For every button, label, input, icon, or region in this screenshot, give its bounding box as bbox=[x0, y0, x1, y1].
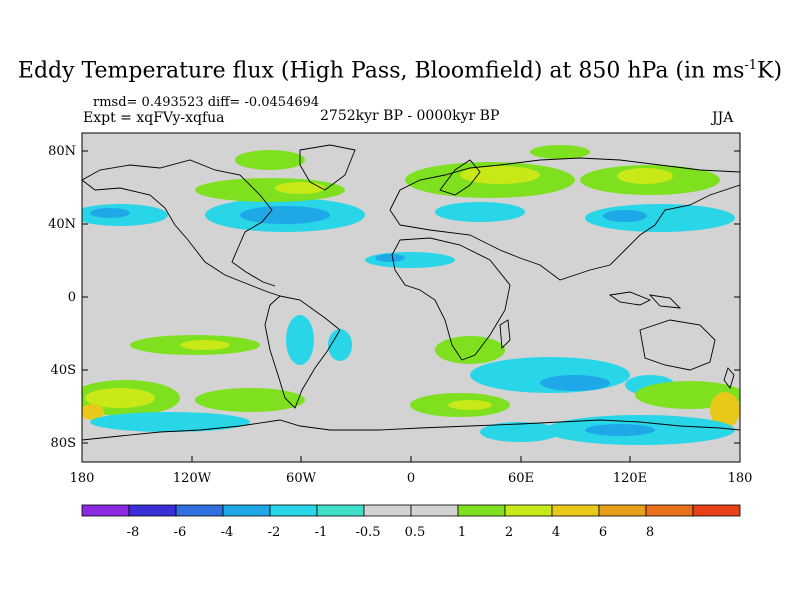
lat-label-40n: 40N bbox=[48, 217, 76, 232]
colorbar-label: -0.5 bbox=[355, 525, 380, 540]
lon-label-60w: 60W bbox=[286, 471, 317, 486]
colorbar-swatch bbox=[269, 504, 318, 517]
lon-label-60e: 60E bbox=[508, 471, 534, 486]
lon-label-120w: 120W bbox=[173, 471, 212, 486]
colorbar-label: -1 bbox=[315, 525, 328, 540]
colorbar-label: 6 bbox=[599, 525, 607, 540]
plot-title: Eddy Temperature flux (High Pass, Bloomf… bbox=[17, 58, 783, 84]
colorbar-swatch bbox=[457, 504, 506, 517]
colorbar-label: 1 bbox=[458, 525, 466, 540]
colorbar-swatch bbox=[81, 504, 130, 517]
colorbar-label: 8 bbox=[646, 525, 654, 540]
colorbar-swatch bbox=[504, 504, 553, 517]
colorbar-label: 0.5 bbox=[405, 525, 426, 540]
period-label: 2752kyr BP - 0000kyr BP bbox=[320, 108, 500, 124]
colorbar-swatch bbox=[222, 504, 271, 517]
colorbar-swatch bbox=[645, 504, 694, 517]
colorbar-label: -4 bbox=[221, 525, 234, 540]
season-label: JJA bbox=[712, 110, 734, 126]
colorbar-swatch bbox=[316, 504, 365, 517]
coastlines bbox=[82, 144, 740, 441]
colorbar-swatch bbox=[128, 504, 177, 517]
lon-axis: 180 120W 60W 0 60E 120E 180 bbox=[70, 456, 753, 486]
lon-label-180w: 180 bbox=[70, 471, 95, 486]
lat-label-0: 0 bbox=[68, 290, 76, 305]
colorbar-swatch bbox=[410, 504, 459, 517]
lat-label-80n: 80N bbox=[48, 144, 76, 159]
lon-label-180e: 180 bbox=[728, 471, 753, 486]
colorbar-swatch bbox=[598, 504, 647, 517]
colorbar-label: -6 bbox=[174, 525, 187, 540]
colorbar: -8 -6 -4 -2 -1 -0.5 0.5 1 2 4 6 8 bbox=[81, 504, 741, 540]
lat-axis: 80N 40N 0 40S 80S bbox=[48, 144, 740, 451]
lon-label-120e: 120E bbox=[613, 471, 647, 486]
colorbar-label: 2 bbox=[505, 525, 513, 540]
flux-shading bbox=[82, 145, 740, 445]
rmsd-label: rmsd= 0.493523 diff= -0.0454694 bbox=[93, 95, 320, 110]
experiment-label: Expt = xqFVy-xqfua bbox=[83, 110, 225, 126]
colorbar-label: -8 bbox=[127, 525, 140, 540]
lat-label-80s: 80S bbox=[51, 436, 76, 451]
colorbar-swatch bbox=[363, 504, 412, 517]
colorbar-swatch bbox=[551, 504, 600, 517]
lon-label-0: 0 bbox=[407, 471, 415, 486]
lat-label-40s: 40S bbox=[51, 363, 76, 378]
colorbar-swatch bbox=[175, 504, 224, 517]
colorbar-swatch bbox=[692, 504, 741, 517]
colorbar-label: 4 bbox=[552, 525, 560, 540]
colorbar-label: -2 bbox=[268, 525, 281, 540]
